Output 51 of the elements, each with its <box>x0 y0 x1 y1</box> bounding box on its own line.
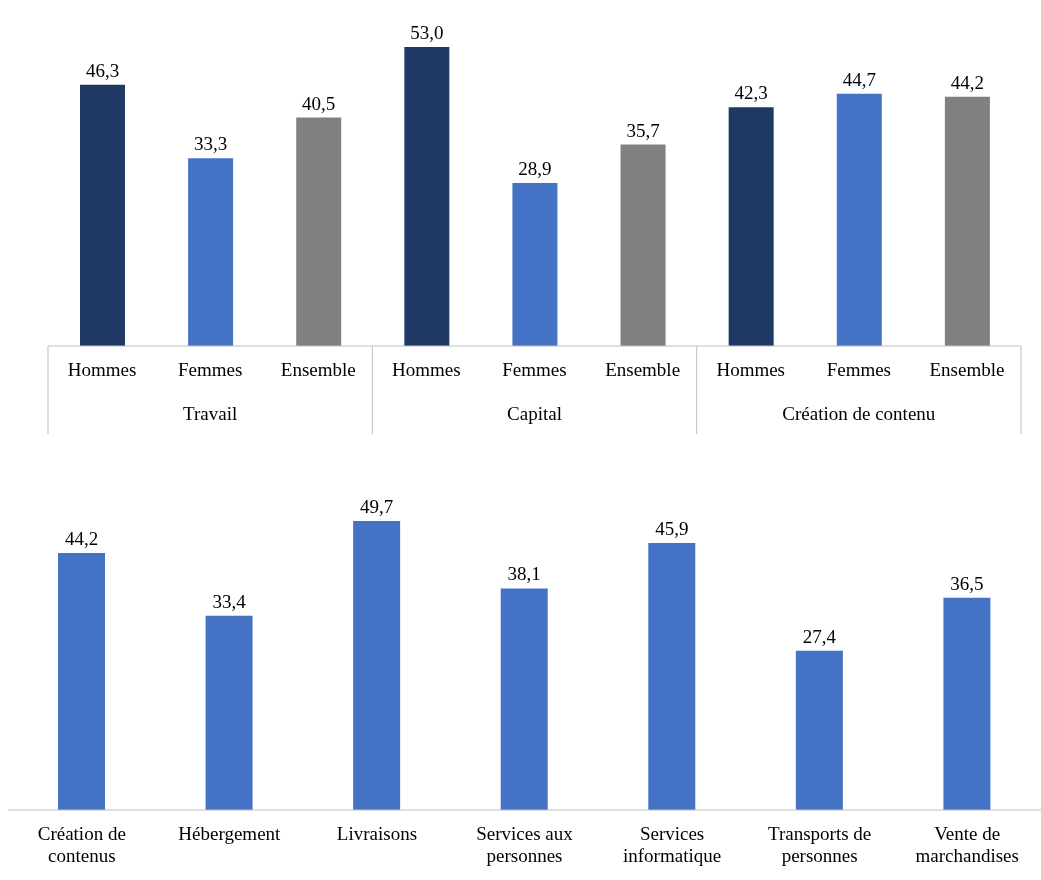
bar <box>205 615 253 810</box>
data-label: 40,5 <box>302 92 336 114</box>
x-tick-label: Femmes <box>826 359 892 380</box>
x-tick-label: Services informatique <box>623 823 722 866</box>
x-tick-label: Ensemble <box>280 359 356 380</box>
x-tick-label: Hommes <box>716 359 786 380</box>
bar <box>943 597 991 810</box>
data-label: 49,7 <box>360 496 394 517</box>
x-tick-label: Création de contenus <box>37 823 126 866</box>
data-label: 44,2 <box>950 71 985 93</box>
x-tick-label: Femmes <box>177 359 243 380</box>
data-label: 42,3 <box>734 82 768 104</box>
bar <box>296 117 342 346</box>
bar <box>404 47 450 346</box>
x-tick-label: Hommes <box>392 359 461 380</box>
x-tick-label: Services aux personnes <box>476 823 574 866</box>
data-label: 33,4 <box>212 590 247 612</box>
bar <box>500 588 548 810</box>
x-tick-label: Ensemble <box>929 359 1005 380</box>
data-label: 45,9 <box>655 518 689 540</box>
data-label: 46,3 <box>85 59 120 81</box>
x-tick-label: Vente de marchandises <box>915 823 1019 866</box>
x-tick-label: Hébergement <box>178 823 282 844</box>
bar <box>648 543 696 810</box>
bar <box>836 93 882 346</box>
bar <box>795 650 843 810</box>
bar <box>58 552 105 810</box>
x-tick-label: Livraisons <box>336 823 418 844</box>
bar <box>512 182 558 346</box>
bar <box>944 96 990 346</box>
x-tick-label: Femmes <box>502 359 567 380</box>
text: Création de contenu <box>782 403 936 424</box>
data-label: 38,1 <box>507 563 541 585</box>
x-tick-label: Ensemble <box>605 359 681 380</box>
bar <box>728 107 774 346</box>
data-label: 53,0 <box>410 22 444 43</box>
data-label: 44,2 <box>64 527 99 549</box>
data-label: 28,9 <box>518 157 552 179</box>
bar <box>80 84 125 346</box>
bar <box>353 521 401 810</box>
text: Travail <box>183 403 238 424</box>
bar <box>188 158 234 346</box>
x-tick-label: Transports de personnes <box>768 823 872 866</box>
data-label: 27,4 <box>802 625 837 647</box>
data-label: 35,7 <box>626 119 660 141</box>
bar <box>620 144 666 346</box>
data-label: 36,5 <box>950 572 984 594</box>
data-label: 33,3 <box>193 133 228 155</box>
x-tick-label: Hommes <box>67 359 137 380</box>
data-label: 44,7 <box>842 68 876 90</box>
text: Capital <box>507 403 562 424</box>
